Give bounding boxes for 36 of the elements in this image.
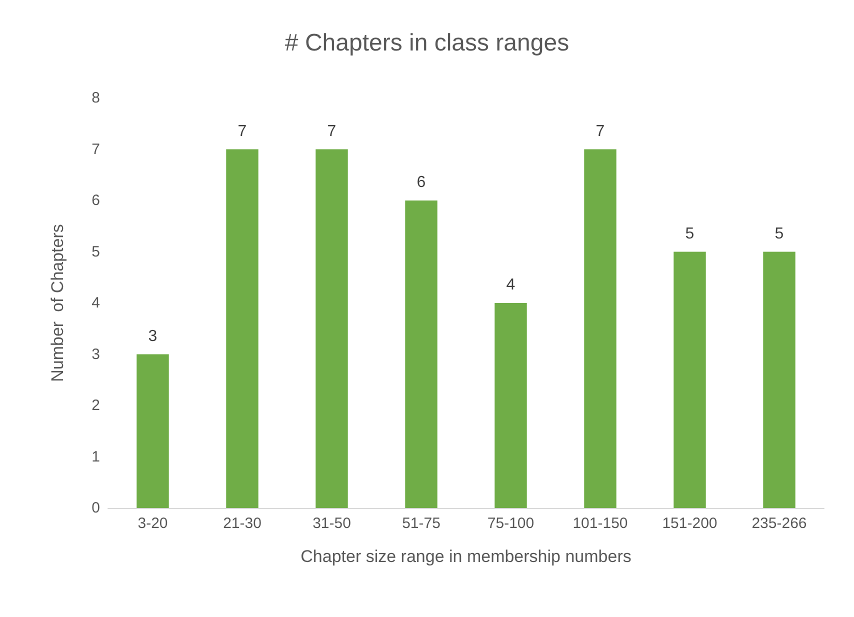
x-tick-label: 3-20: [138, 515, 168, 532]
bar: [584, 149, 616, 508]
y-tick-label: 4: [92, 294, 100, 312]
bar: [763, 252, 796, 508]
data-label: 3: [148, 328, 158, 345]
bar: [494, 303, 527, 508]
bar: [316, 149, 348, 508]
y-tick-label: 8: [92, 90, 100, 106]
y-tick-label: 2: [92, 397, 100, 414]
data-label: 5: [774, 225, 784, 242]
x-tick-label: 51-75: [402, 515, 440, 532]
bar: [674, 252, 706, 508]
y-tick-label: 0: [92, 500, 100, 516]
y-tick-label: 3: [92, 346, 100, 363]
x-axis-title: Chapter size range in membership numbers: [300, 547, 632, 566]
x-tick-label: 75-100: [487, 515, 534, 532]
x-tick-label: 235-266: [752, 515, 807, 532]
y-tick-label: 7: [92, 140, 100, 158]
data-label: 7: [238, 122, 247, 140]
data-label: 5: [685, 225, 694, 242]
bar: [226, 149, 258, 508]
bar: [405, 200, 438, 508]
x-tick-label: 31-50: [312, 515, 351, 532]
data-label: 6: [416, 174, 426, 191]
chart-title: # Chapters in class ranges: [284, 30, 570, 56]
data-label: 7: [596, 122, 605, 140]
data-label: 4: [506, 276, 516, 294]
x-tick-label: 151-200: [662, 515, 718, 532]
y-tick-label: 1: [92, 448, 100, 466]
y-tick-label: 6: [92, 192, 100, 209]
y-tick-label: 5: [92, 243, 100, 260]
x-tick-label: 21-30: [223, 515, 262, 532]
bar: [136, 354, 169, 508]
data-label: 7: [327, 122, 336, 140]
x-tick-label: 101-150: [572, 515, 628, 532]
y-axis-title: Number of Chapters: [48, 224, 67, 382]
